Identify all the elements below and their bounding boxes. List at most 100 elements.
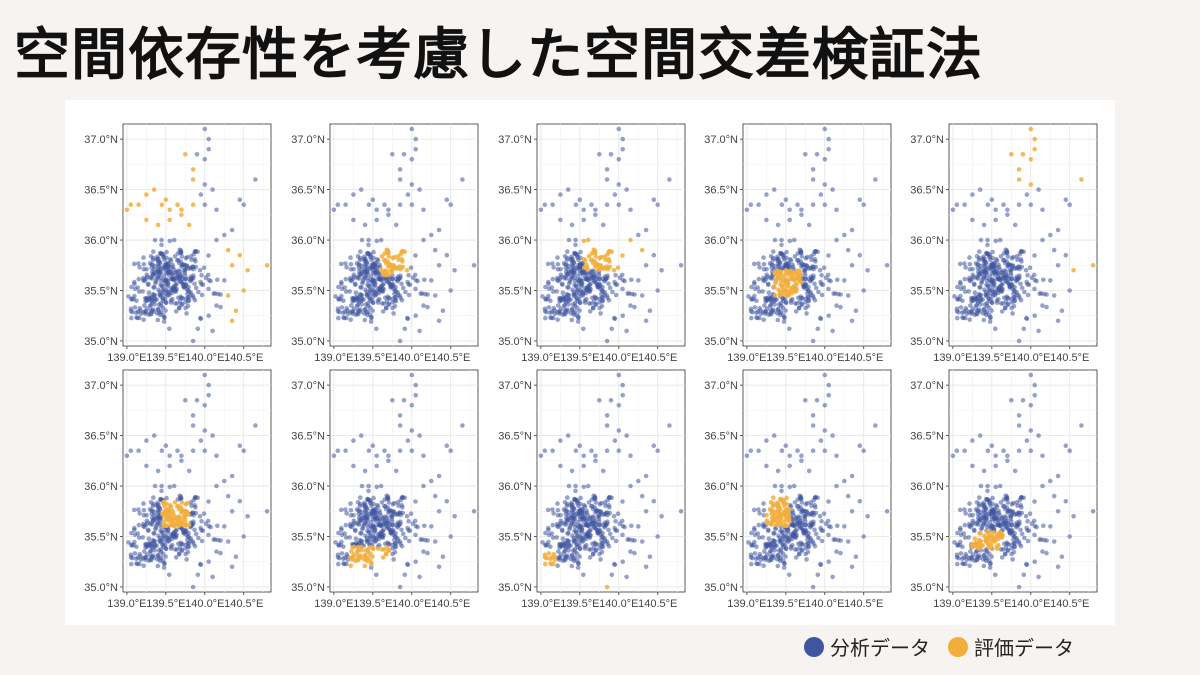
analysis-point xyxy=(756,522,762,528)
analysis-point xyxy=(581,463,586,469)
analysis-point xyxy=(761,563,766,568)
analysis-point xyxy=(993,572,998,578)
analysis-point xyxy=(761,317,766,322)
analysis-point xyxy=(163,538,168,543)
analysis-point xyxy=(390,551,395,557)
analysis-point xyxy=(181,282,186,287)
analysis-point xyxy=(787,207,792,213)
analysis-point xyxy=(546,286,552,291)
tick-label-y: 37.0°N xyxy=(498,134,532,146)
analysis-point xyxy=(756,535,762,540)
analysis-point xyxy=(343,276,349,282)
analysis-point xyxy=(828,278,833,284)
evaluation-point xyxy=(385,272,391,277)
evaluation-point xyxy=(186,522,192,528)
analysis-point xyxy=(1025,518,1030,524)
analysis-point xyxy=(558,192,563,197)
analysis-point xyxy=(1000,547,1006,552)
analysis-point xyxy=(363,520,368,525)
analysis-point xyxy=(185,299,191,304)
analysis-point xyxy=(804,311,809,316)
analysis-point xyxy=(444,498,450,504)
analysis-point xyxy=(400,505,405,510)
analysis-point xyxy=(560,536,566,542)
analysis-point xyxy=(985,202,991,207)
analysis-point xyxy=(970,192,975,197)
analysis-point xyxy=(608,152,614,157)
analysis-point xyxy=(1010,311,1015,316)
analysis-point xyxy=(800,296,805,301)
analysis-point xyxy=(981,552,987,558)
analysis-point xyxy=(559,281,565,287)
analysis-point xyxy=(600,468,606,474)
analysis-point xyxy=(805,545,811,550)
analysis-point xyxy=(429,278,434,283)
analysis-point xyxy=(198,192,204,197)
analysis-point xyxy=(597,551,602,557)
evaluation-point xyxy=(584,264,590,270)
analysis-point xyxy=(861,448,866,454)
analysis-point xyxy=(1028,403,1034,408)
analysis-point xyxy=(606,281,611,287)
analysis-point xyxy=(150,537,156,543)
analysis-point xyxy=(768,254,774,259)
analysis-point xyxy=(983,506,989,512)
analysis-point xyxy=(460,177,465,182)
analysis-point xyxy=(978,483,984,489)
tick-label-y: 35.5°N xyxy=(910,286,944,298)
analysis-point xyxy=(639,293,645,298)
analysis-point xyxy=(550,522,556,528)
tick-label-x: 139.5°E xyxy=(560,352,599,364)
evaluation-point xyxy=(781,273,787,279)
evaluation-point xyxy=(1090,263,1096,268)
analysis-point xyxy=(355,500,361,505)
evaluation-point xyxy=(777,506,783,512)
analysis-point xyxy=(214,453,219,459)
analysis-point xyxy=(206,532,211,538)
analysis-point xyxy=(805,500,810,506)
analysis-point xyxy=(1067,288,1072,293)
analysis-point xyxy=(181,528,186,533)
analysis-point xyxy=(378,483,384,489)
analysis-point xyxy=(834,207,839,213)
analysis-point xyxy=(389,516,395,521)
analysis-point xyxy=(129,530,134,536)
analysis-point xyxy=(578,495,583,501)
analysis-point xyxy=(351,272,357,278)
analysis-point xyxy=(616,202,622,207)
tick-label-x: 139.5°E xyxy=(560,598,599,610)
analysis-point xyxy=(968,303,973,308)
analysis-point xyxy=(374,238,380,244)
analysis-point xyxy=(436,227,442,233)
evaluation-point xyxy=(383,551,389,557)
analysis-point xyxy=(758,308,763,313)
analysis-point xyxy=(950,207,956,213)
analysis-point xyxy=(1040,303,1045,308)
analysis-point xyxy=(201,265,207,270)
analysis-point xyxy=(989,554,994,559)
evaluation-point xyxy=(144,192,149,197)
analysis-point xyxy=(562,254,568,259)
analysis-point xyxy=(845,493,851,499)
analysis-point xyxy=(351,217,356,223)
analysis-point xyxy=(137,315,142,321)
analysis-point xyxy=(148,549,153,555)
analysis-point xyxy=(643,564,649,570)
analysis-point xyxy=(744,207,750,213)
analysis-point xyxy=(208,278,213,284)
analysis-point xyxy=(826,559,831,564)
analysis-point xyxy=(628,549,633,554)
analysis-point xyxy=(834,303,839,308)
tick-label-x: 139.5°E xyxy=(146,598,185,610)
tick-label-y: 36.0°N xyxy=(84,235,118,247)
analysis-point xyxy=(171,237,177,243)
analysis-point xyxy=(968,549,973,554)
analysis-point xyxy=(1009,305,1014,311)
analysis-point xyxy=(978,285,983,290)
analysis-point xyxy=(1016,423,1022,428)
analysis-point xyxy=(604,448,610,454)
analysis-point xyxy=(599,545,605,550)
evaluation-point xyxy=(581,257,587,262)
analysis-point xyxy=(150,257,156,263)
analysis-point xyxy=(558,217,563,223)
